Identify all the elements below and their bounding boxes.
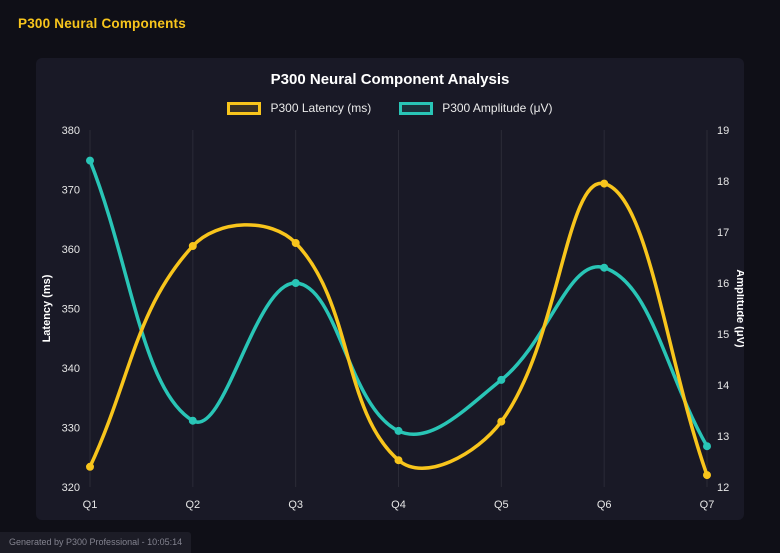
svg-text:Q2: Q2: [185, 499, 200, 511]
svg-text:13: 13: [717, 431, 729, 443]
svg-text:Q4: Q4: [391, 499, 406, 511]
svg-text:19: 19: [717, 125, 729, 137]
data-point[interactable]: [703, 471, 711, 480]
data-point[interactable]: [86, 462, 94, 471]
legend-item-amplitude[interactable]: P300 Amplitude (μV): [399, 101, 553, 115]
data-point[interactable]: [188, 416, 197, 425]
legend-item-latency[interactable]: P300 Latency (ms): [227, 101, 371, 115]
svg-text:340: 340: [62, 363, 80, 375]
data-point[interactable]: [86, 156, 94, 165]
svg-text:12: 12: [717, 482, 729, 494]
svg-text:Q6: Q6: [597, 499, 612, 511]
svg-text:Q1: Q1: [83, 499, 98, 511]
svg-text:17: 17: [717, 227, 729, 239]
data-point[interactable]: [497, 417, 506, 426]
data-point[interactable]: [394, 456, 403, 465]
svg-text:350: 350: [62, 304, 80, 316]
data-point[interactable]: [291, 239, 300, 247]
data-point[interactable]: [600, 179, 609, 188]
svg-text:Q3: Q3: [288, 499, 303, 511]
data-point[interactable]: [600, 263, 609, 272]
data-point[interactable]: [703, 442, 711, 451]
amplitude-swatch-icon: [399, 101, 434, 115]
data-point[interactable]: [188, 242, 197, 250]
series-0: [86, 179, 711, 480]
gridlines: [89, 130, 708, 487]
latency-swatch-icon: [227, 101, 262, 115]
data-point[interactable]: [291, 279, 300, 287]
chart-legend: P300 Latency (ms) P300 Amplitude (μV): [36, 98, 744, 118]
svg-text:320: 320: [62, 482, 80, 494]
svg-text:370: 370: [62, 185, 80, 197]
chart-canvas[interactable]: 320 330 340 350 360 370 380 12 13 14 15 16 17 18 19 Q1 Q…: [36, 120, 744, 517]
svg-text:Q7: Q7: [700, 499, 715, 511]
chart-title: P300 Neural Component Analysis: [270, 71, 510, 88]
svg-text:380: 380: [62, 125, 80, 137]
svg-text:15: 15: [717, 329, 729, 341]
right-axis-title: Amplitude (μV): [734, 269, 744, 348]
legend-label-amplitude: P300 Amplitude (μV): [442, 101, 553, 115]
svg-text:16: 16: [717, 278, 729, 290]
data-point[interactable]: [394, 426, 403, 435]
axis-ticks: 320 330 340 350 360 370 380 12 13 14 15 16 17 18 19 Q1 Q…: [62, 125, 730, 511]
generated-by-badge: Generated by P300 Professional - 10:05:1…: [0, 532, 192, 553]
legend-label-latency: P300 Latency (ms): [270, 101, 372, 115]
svg-text:18: 18: [717, 176, 729, 188]
svg-text:330: 330: [62, 423, 80, 435]
svg-text:Q5: Q5: [494, 499, 509, 511]
chart-panel: P300 Neural Component Analysis P300 Late…: [36, 58, 744, 520]
page-title: P300 Neural Components: [18, 16, 186, 31]
series-1: [86, 156, 711, 451]
svg-text:14: 14: [717, 380, 729, 392]
data-point[interactable]: [497, 375, 506, 384]
svg-text:360: 360: [62, 244, 80, 256]
left-axis-title: Latency (ms): [41, 274, 53, 342]
